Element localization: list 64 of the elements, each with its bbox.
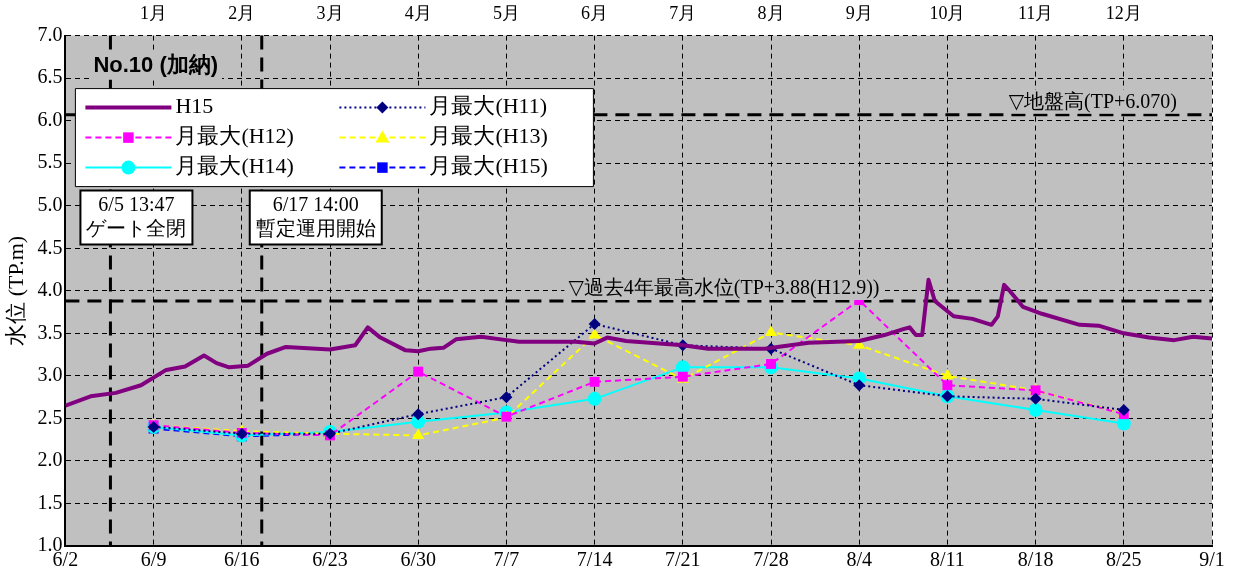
point: [1028, 402, 1043, 417]
point: [588, 328, 601, 339]
y-tick-label: 2.5: [37, 405, 63, 428]
point: [589, 376, 600, 387]
legend-label: 月最大(H13): [429, 123, 548, 149]
point: [412, 408, 425, 421]
x2-tick-label: 6月: [581, 2, 609, 23]
y-tick-label: 6.5: [37, 65, 63, 88]
text: No.10 (加納): [93, 51, 219, 77]
point: [764, 325, 778, 336]
y-tick-label: 5.0: [37, 192, 63, 215]
legend-label: 月最大(H11): [429, 93, 548, 119]
y-tick-label: 6.0: [37, 107, 63, 130]
legend-label: 月最大(H15): [429, 153, 548, 179]
x-tick-label: 6/9: [140, 548, 167, 571]
x-tick-label: 6/23: [312, 548, 348, 571]
x2-tick-label: 12月: [1105, 2, 1142, 23]
x2-tick-label: 11月: [1017, 2, 1054, 23]
point: [766, 359, 776, 369]
x-tick-label: 7/14: [576, 548, 613, 571]
y-tick-label: 7.0: [37, 22, 63, 45]
legend-label: 月最大(H12): [175, 123, 294, 149]
point: [588, 317, 601, 330]
ref-line-label: ▽過去4年最高水位(TP+3.88(H12.9)): [568, 276, 880, 300]
x-tick-label: 7/28: [753, 548, 789, 571]
x-tick-label: 7/7: [493, 548, 520, 571]
x-tick-label: 8/11: [929, 548, 965, 571]
x2-tick-label: 10月: [929, 2, 966, 23]
y-tick-label: 4.0: [37, 278, 63, 301]
x-tick-label: 7/21: [665, 548, 701, 571]
point: [413, 366, 424, 377]
x-tick-label: 9/1: [1199, 548, 1225, 571]
x2-tick-label: 1月: [140, 2, 168, 23]
ref-line-label: 6/5 13:47 ゲート全閉: [86, 192, 187, 239]
x2-tick-label: 7月: [669, 2, 697, 23]
x2-tick-label: 8月: [757, 2, 785, 23]
y-tick-label: 3.5: [37, 320, 63, 343]
x2-tick-label: 3月: [316, 2, 344, 23]
legend-label: H15: [175, 93, 214, 119]
point: [412, 428, 425, 439]
y-tick-label: 3.0: [37, 363, 63, 386]
point: [941, 368, 954, 380]
y-tick-label: 5.5: [37, 150, 63, 173]
x-tick-label: 6/16: [224, 548, 260, 571]
x-tick-label: 8/18: [1017, 548, 1054, 571]
x2-tick-label: 2月: [228, 2, 256, 23]
x-tick-label: 6/30: [400, 548, 436, 571]
point: [1029, 392, 1042, 405]
y-tick-label: 4.5: [37, 235, 63, 258]
x2-tick-label: 9月: [845, 2, 873, 23]
y-tick-label: 2.0: [37, 448, 63, 471]
legend-label: 月最大(H14): [175, 153, 294, 179]
ref-line-label: 6/17 14:00 暫定運用開始: [255, 192, 376, 239]
point: [853, 379, 866, 392]
x-tick-label: 8/25: [1106, 548, 1142, 571]
x2-tick-label: 4月: [404, 2, 432, 23]
x-tick-label: 8/4: [846, 548, 872, 571]
ref-line-label: ▽地盤高(TP+6.070): [1008, 89, 1177, 113]
y-tick-label: 1.5: [37, 490, 63, 513]
point: [500, 391, 513, 404]
x2-tick-label: 5月: [492, 2, 520, 23]
point: [587, 391, 602, 406]
y-axis-title: 水位 (TP.m): [2, 235, 28, 346]
point: [942, 380, 953, 391]
